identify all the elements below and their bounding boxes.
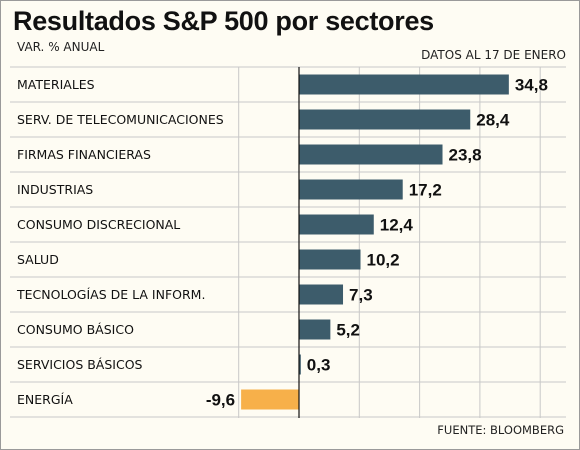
category-label: ENERGÍA <box>17 392 73 407</box>
bar <box>241 389 299 410</box>
category-label: SALUD <box>17 252 59 267</box>
value-label: 0,3 <box>307 356 331 375</box>
value-label: 12,4 <box>380 216 414 235</box>
bar <box>299 109 471 130</box>
source-note: FUENTE: BLOOMBERG <box>437 423 564 437</box>
category-label: INDUSTRIAS <box>17 182 93 197</box>
category-label: TECNOLOGÍAS DE LA INFORM. <box>16 287 205 302</box>
category-label: SERVICIOS BÁSICOS <box>17 357 143 372</box>
chart-subtitle: VAR. % ANUAL <box>17 40 105 54</box>
category-label: MATERIALES <box>17 77 95 92</box>
bar <box>299 144 443 165</box>
value-label: 10,2 <box>367 251 400 270</box>
bar <box>299 214 374 235</box>
value-label: 7,3 <box>349 286 373 305</box>
bar <box>299 249 361 270</box>
value-label: 5,2 <box>336 321 360 340</box>
bar <box>299 319 331 340</box>
category-label: CONSUMO DISCRECIONAL <box>17 217 180 232</box>
value-label: 34,8 <box>515 76 548 95</box>
value-label: -9,6 <box>206 391 235 410</box>
category-label: FIRMAS FINANCIERAS <box>17 147 151 162</box>
value-label: 23,8 <box>449 146 482 165</box>
bar <box>299 179 403 200</box>
bar <box>299 354 301 375</box>
category-label: CONSUMO BÁSICO <box>17 322 134 337</box>
value-label: 28,4 <box>476 111 510 130</box>
bar <box>299 74 509 95</box>
chart-title: Resultados S&P 500 por sectores <box>13 6 434 36</box>
value-label: 17,2 <box>409 181 442 200</box>
category-label: SERV. DE TELECOMUNICACIONES <box>17 112 224 127</box>
date-note: DATOS AL 17 DE ENERO <box>421 48 566 62</box>
bar <box>299 284 344 305</box>
